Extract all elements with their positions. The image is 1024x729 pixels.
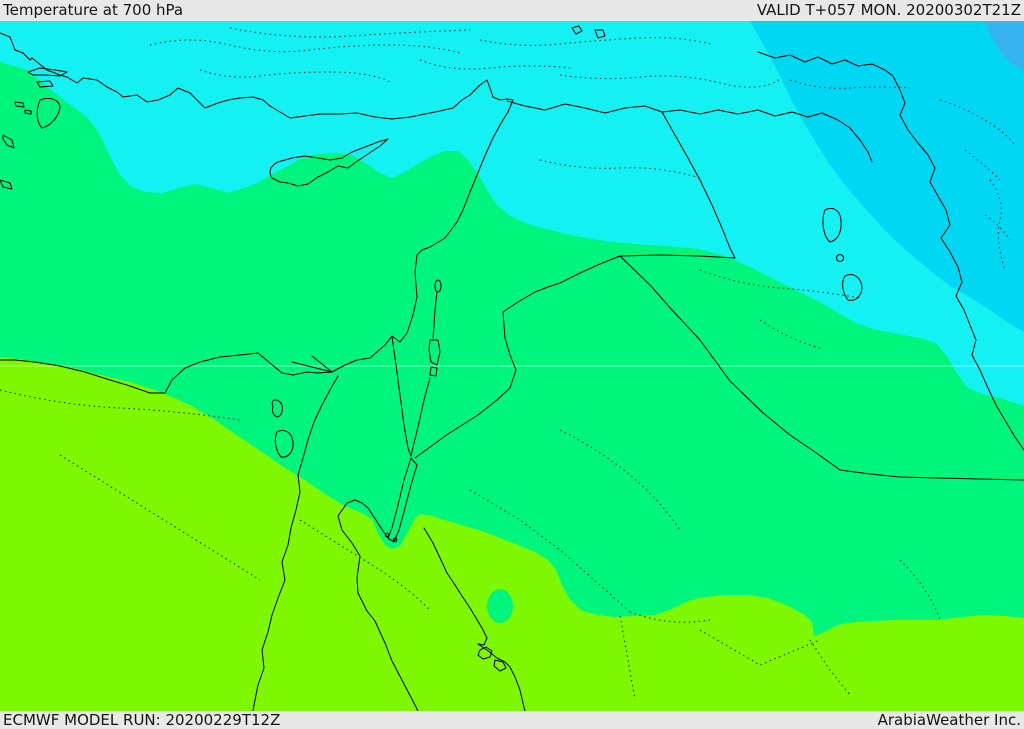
- band-mild-green: [0, 62, 1024, 636]
- fayum-lakes: [271, 399, 294, 458]
- coastlines: [0, 25, 863, 712]
- band-warm-chartreuse: [0, 357, 1024, 729]
- red-sea-west-coast: [356, 555, 419, 712]
- border-turkey-iran-iraq: [757, 51, 1024, 451]
- chartreuse-spot: [541, 627, 549, 635]
- nile-river: [252, 375, 339, 712]
- tiran-island: [384, 532, 390, 538]
- border-jordan-saudi: [414, 255, 621, 459]
- valid-time: VALID T+057 MON. 20200302T21Z: [756, 1, 1021, 19]
- sea-of-galilee: [434, 279, 442, 293]
- country-borders: [391, 51, 1024, 481]
- map-title: Temperature at 700 hPa: [3, 1, 184, 19]
- cyprus-outline: [269, 138, 389, 187]
- border-syria-iraq-jordan: [619, 111, 736, 259]
- aegean-islands: [0, 67, 68, 190]
- suez-gulf: [337, 499, 391, 557]
- lake-small: [836, 254, 844, 262]
- border-saudi-iraq: [619, 255, 1024, 481]
- turkey-levant-egypt-coast: [0, 32, 514, 394]
- credit-label: ArabiaWeather Inc.: [877, 711, 1021, 729]
- border-israel-egypt: [391, 336, 412, 457]
- lake-urmia: [822, 207, 842, 243]
- dead-sea: [428, 339, 441, 377]
- model-run-label: ECMWF MODEL RUN: 20200229T12Z: [3, 711, 281, 729]
- nile-delta-branches: [291, 355, 333, 373]
- jordan-river-rift: [410, 291, 438, 457]
- header-bar: Temperature at 700 hPa VALID T+057 MON. …: [0, 0, 1024, 21]
- tiran-island-2: [392, 537, 398, 543]
- lake-tuz: [571, 25, 606, 39]
- green-spot: [421, 503, 427, 509]
- band-colder-cyan: [736, 0, 1024, 332]
- green-enclave: [487, 589, 513, 623]
- red-sea-east-coast: [423, 527, 526, 712]
- border-turkey-syria: [506, 100, 873, 163]
- red-sea-islands: [477, 646, 507, 672]
- admin-borders-dotted: [0, 27, 1016, 701]
- footer-bar: ECMWF MODEL RUN: 20200229T12Z ArabiaWeat…: [0, 711, 1024, 729]
